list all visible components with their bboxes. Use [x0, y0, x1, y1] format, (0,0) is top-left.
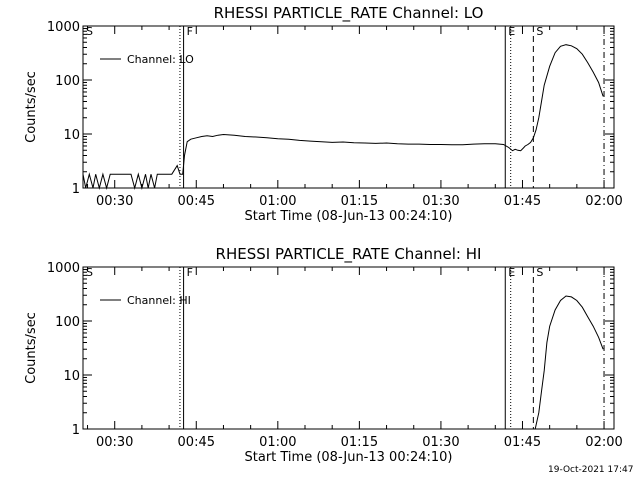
y-tick-label: 100 — [55, 74, 80, 89]
y-tick-label: 10 — [63, 128, 80, 143]
y-tick-label: 1000 — [47, 20, 80, 35]
chart-panel-2: RHESSI PARTICLE_RATE Channel: HI 1 10 100 10… — [24, 245, 623, 465]
legend-label: Channel: HI — [127, 294, 191, 307]
event-marker-label: F — [187, 25, 193, 38]
event-marker-label: S — [536, 25, 543, 38]
event-marker-label: S — [536, 266, 543, 279]
chart-panel-1: RHESSI PARTICLE_RATE Channel: LO 1 10 100 10… — [24, 4, 623, 224]
x-tick-label: 01:30 — [422, 435, 459, 450]
x-axis-title: Start Time (08-Jun-13 00:24:10) — [245, 450, 453, 465]
plot-frame — [82, 25, 615, 189]
y-axis-title: Counts/sec — [24, 71, 39, 143]
plot-frame — [82, 266, 615, 430]
x-tick-label: 00:30 — [96, 194, 133, 209]
chart-title: RHESSI PARTICLE_RATE Channel: LO — [214, 4, 484, 23]
event-marker-label: E — [508, 266, 515, 279]
x-tick-label: 01:15 — [341, 194, 378, 209]
footer-timestamp: 19-Oct-2021 17:47 — [548, 465, 634, 475]
x-axis-title: Start Time (08-Jun-13 00:24:10) — [245, 209, 453, 224]
y-tick-label: 10 — [63, 369, 80, 384]
event-marker-label: S — [86, 25, 93, 38]
x-tick-label: 02:00 — [585, 435, 622, 450]
y-tick-label: 1 — [72, 423, 80, 438]
y-tick-label: 1000 — [47, 261, 80, 276]
event-marker-label: S — [86, 266, 93, 279]
x-tick-label: 01:00 — [259, 194, 296, 209]
x-tick-label: 01:00 — [259, 435, 296, 450]
legend-label: Channel: LO — [127, 53, 194, 66]
event-marker-label: F — [187, 266, 193, 279]
x-tick-label: 00:45 — [178, 435, 215, 450]
x-tick-label: 02:00 — [585, 194, 622, 209]
x-tick-label: 01:30 — [422, 194, 459, 209]
x-tick-label: 00:45 — [178, 194, 215, 209]
y-tick-label: 100 — [55, 315, 80, 330]
x-tick-label: 00:30 — [96, 435, 133, 450]
event-marker-label: E — [508, 25, 515, 38]
x-tick-label: 01:45 — [504, 435, 541, 450]
data-series-line — [534, 295, 604, 430]
y-axis-title: Counts/sec — [24, 312, 39, 384]
x-tick-label: 01:45 — [504, 194, 541, 209]
chart-title: RHESSI PARTICLE_RATE Channel: HI — [216, 245, 482, 264]
x-tick-label: 01:15 — [341, 435, 378, 450]
y-tick-label: 1 — [72, 182, 80, 197]
data-series-line — [82, 44, 604, 190]
